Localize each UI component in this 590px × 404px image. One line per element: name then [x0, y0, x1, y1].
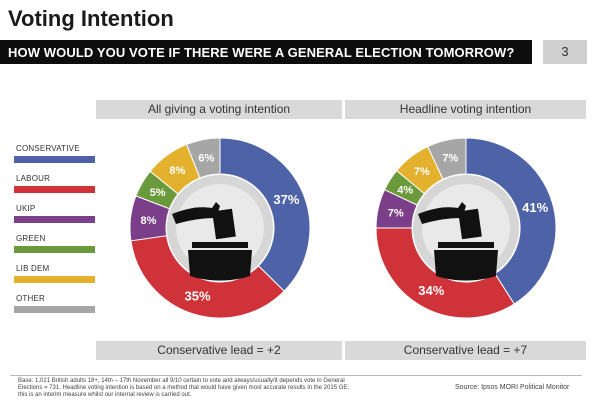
slice-label-other: 6%: [198, 152, 214, 164]
slice-labour: [375, 227, 515, 319]
legend-swatch: [14, 276, 95, 283]
chart-legend: CONSERVATIVE LABOUR UKIP GREEN LIB DEM O…: [14, 144, 96, 324]
ballot-box-icon: [413, 175, 519, 281]
slice-label-other: 7%: [442, 153, 458, 165]
slice-other: [185, 137, 221, 179]
slice-label-labour: 34%: [418, 283, 444, 298]
source-note: Source: Ipsos MORI Political Monitor: [455, 384, 570, 391]
slice-other: [427, 137, 467, 180]
slice-label-green: 5%: [150, 187, 166, 199]
lead-footer-all: Conservative lead = +2: [96, 341, 342, 360]
slice-conservative: [219, 137, 311, 292]
panel-header-headline: Headline voting intention: [345, 100, 586, 119]
legend-label: CONSERVATIVE: [16, 144, 80, 153]
legend-label: UKIP: [16, 204, 36, 213]
page-title: Voting Intention: [8, 6, 174, 31]
legend-item-ukip: UKIP: [14, 204, 96, 234]
legend-swatch: [14, 246, 95, 253]
legend-item-labour: LABOUR: [14, 174, 96, 204]
base-note: Base: 1,021 British adults 18+, 14th – 1…: [18, 378, 350, 398]
slice-label-conservative: 37%: [273, 192, 299, 207]
legend-swatch: [14, 306, 95, 313]
ballot-box-icon: [167, 175, 273, 281]
slice-labour: [130, 235, 285, 319]
legend-swatch: [14, 156, 95, 163]
question-text: HOW WOULD YOU VOTE IF THERE WERE A GENER…: [8, 45, 515, 60]
slice-conservative: [465, 137, 557, 305]
lead-footer-headline: Conservative lead = +7: [345, 341, 586, 360]
legend-label: LABOUR: [16, 174, 51, 183]
legend-item-other: OTHER: [14, 294, 96, 324]
legend-label: LIB DEM: [16, 264, 50, 273]
slice-label-lib-dem: 7%: [414, 166, 430, 178]
footer-divider: [10, 375, 582, 376]
slice-label-ukip: 8%: [140, 215, 156, 227]
page-number: 3: [543, 40, 587, 64]
question-banner: HOW WOULD YOU VOTE IF THERE WERE A GENER…: [0, 40, 532, 64]
legend-swatch: [14, 186, 95, 193]
slice-label-labour: 35%: [185, 288, 211, 303]
panel-header-all: All giving a voting intention: [96, 100, 342, 119]
slice-label-ukip: 7%: [388, 207, 404, 219]
legend-label: GREEN: [16, 234, 46, 243]
slice-label-green: 4%: [397, 184, 413, 196]
slice-label-lib-dem: 8%: [169, 165, 185, 177]
legend-label: OTHER: [16, 294, 45, 303]
legend-item-conservative: CONSERVATIVE: [14, 144, 96, 174]
legend-item-green: GREEN: [14, 234, 96, 264]
legend-swatch: [14, 216, 95, 223]
donut-chart-all: 37%35%8%5%8%6%: [129, 137, 311, 319]
slice-label-conservative: 41%: [522, 200, 548, 215]
donut-chart-headline: 41%34%7%4%7%7%: [375, 137, 557, 319]
legend-item-lib-dem: LIB DEM: [14, 264, 96, 294]
